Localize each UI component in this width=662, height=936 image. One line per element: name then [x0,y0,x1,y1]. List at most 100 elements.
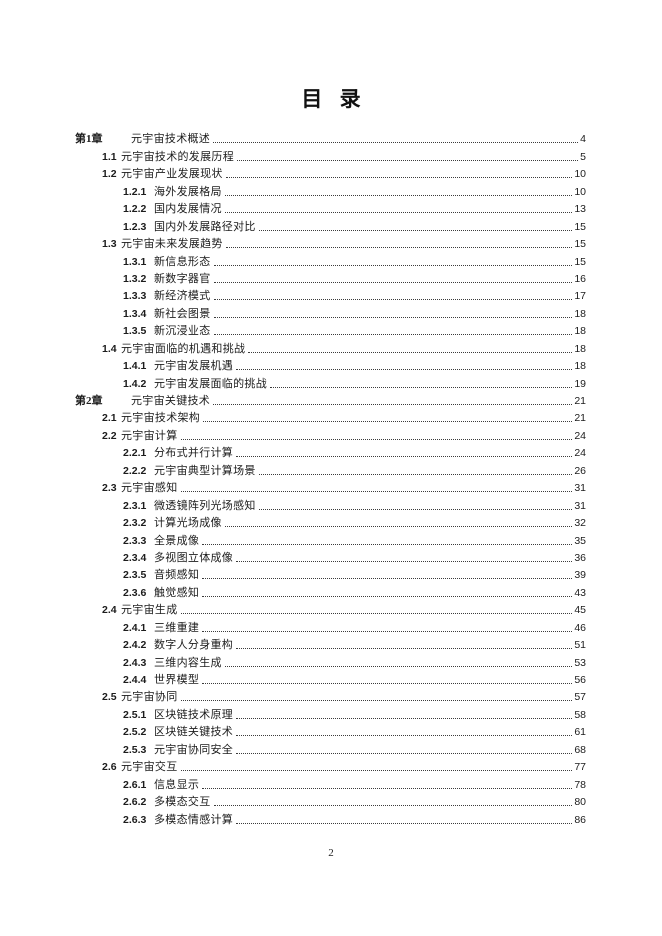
toc-entry-title: 新信息形态 [154,255,211,268]
dot-leader [203,421,573,423]
toc-entry-number: 2.3.3 [123,534,147,547]
toc-row[interactable]: 2.4.4 世界模型 56 [75,670,586,687]
toc-row[interactable]: 2.3.6 触觉感知 43 [75,582,586,599]
dot-leader [180,613,573,615]
dot-leader [237,159,579,161]
toc-row[interactable]: 2.2 元宇宙计算 24 [75,425,586,442]
toc-row[interactable]: 1.1 元宇宙技术的发展历程 5 [75,146,586,163]
toc-row[interactable]: 2.5.1 区块链技术原理 58 [75,704,586,721]
toc-row[interactable]: 2.3.2 计算光场成像 32 [75,513,586,530]
dot-leader [224,212,573,214]
toc-row[interactable]: 2.6.2 多模态交互 80 [75,792,586,809]
dot-leader [258,473,573,475]
toc-entry-title: 元宇宙技术的发展历程 [121,150,234,163]
toc-entry-page: 21 [574,412,586,425]
toc-row[interactable]: 第1章 元宇宙技术概述 4 [75,129,586,146]
toc-entry-title: 三维重建 [154,621,200,634]
toc-row[interactable]: 2.3.4 多视图立体成像 36 [75,548,586,565]
toc-entry-page: 18 [574,360,586,373]
toc-row[interactable]: 2.6.1 信息显示 78 [75,774,586,791]
toc-row[interactable]: 2.3.3 全景成像 35 [75,530,586,547]
toc-row[interactable]: 第2章 元宇宙关键技术 21 [75,391,586,408]
toc-entry-number: 2.6 [102,761,117,774]
toc-entry-title: 信息显示 [154,778,200,791]
toc-entry-number: 2.5.3 [123,743,147,756]
toc-row[interactable]: 2.3.5 音频感知 39 [75,565,586,582]
toc-entry-title: 全景成像 [154,534,200,547]
dot-leader [202,595,573,597]
toc-entry-page: 68 [574,743,586,756]
toc-row[interactable]: 1.2 元宇宙产业发展现状 10 [75,164,586,181]
dot-leader [224,194,573,196]
toc-row[interactable]: 2.2.1 分布式并行计算 24 [75,443,586,460]
toc-entry-page: 15 [574,255,586,268]
toc-row[interactable]: 1.2.2 国内发展情况 13 [75,199,586,216]
toc-entry-page: 13 [574,203,586,216]
toc-entry-page: 31 [574,482,586,495]
toc-row[interactable]: 2.4.1 三维重建 46 [75,617,586,634]
toc-entry-number: 1.3.5 [123,325,147,338]
toc-entry-title: 新数字器官 [154,272,211,285]
toc-row[interactable]: 2.5.2 区块链关键技术 61 [75,722,586,739]
toc-entry-page: 35 [574,534,586,547]
toc-entry-title: 国内发展情况 [154,203,222,216]
toc-row[interactable]: 2.6.3 多模态情感计算 86 [75,809,586,826]
toc-row[interactable]: 2.4 元宇宙生成 45 [75,600,586,617]
toc-row[interactable]: 2.4.2 数字人分身重构 51 [75,635,586,652]
toc-entry-number: 第2章 [75,395,103,407]
dot-leader [202,543,573,545]
toc-entry-page: 24 [574,429,586,442]
toc-entry-title: 多模态情感计算 [154,813,234,826]
toc-list: 第1章 元宇宙技术概述 4 1.1 元宇宙技术的发展历程 5 1.2 元宇宙产业… [75,129,586,827]
dot-leader [213,264,573,266]
toc-entry-number: 1.3.3 [123,290,147,303]
toc-row[interactable]: 1.3.3 新经济模式 17 [75,286,586,303]
toc-row[interactable]: 2.5.3 元宇宙协同安全 68 [75,739,586,756]
toc-row[interactable]: 1.3.2 新数字器官 16 [75,269,586,286]
toc-row[interactable]: 2.6 元宇宙交互 77 [75,757,586,774]
toc-row[interactable]: 1.4 元宇宙面临的机遇和挑战 18 [75,338,586,355]
toc-row[interactable]: 1.3 元宇宙未来发展趋势 15 [75,234,586,251]
toc-entry-page: 53 [574,656,586,669]
toc-row[interactable]: 1.3.5 新沉浸业态 18 [75,321,586,338]
toc-row[interactable]: 1.4.1 元宇宙发展机遇 18 [75,356,586,373]
dot-leader [258,229,573,231]
toc-row[interactable]: 2.2.2 元宇宙典型计算场景 26 [75,460,586,477]
toc-entry-number: 1.4 [102,342,117,355]
dot-leader [224,526,573,528]
dot-leader [180,770,573,772]
toc-entry-title: 元宇宙生成 [121,604,178,617]
toc-row[interactable]: 1.2.3 国内外发展路径对比 15 [75,216,586,233]
toc-entry-page: 18 [574,342,586,355]
toc-row[interactable]: 2.3.1 微透镜阵列光场感知 31 [75,495,586,512]
toc-entry-page: 26 [574,464,586,477]
toc-entry-number: 1.4.1 [123,360,147,373]
toc-row[interactable]: 1.3.1 新信息形态 15 [75,251,586,268]
toc-row[interactable]: 1.4.2 元宇宙发展面临的挑战 19 [75,373,586,390]
toc-entry-title: 元宇宙协同 [121,691,178,704]
toc-row[interactable]: 2.3 元宇宙感知 31 [75,478,586,495]
toc-row[interactable]: 2.5 元宇宙协同 57 [75,687,586,704]
dot-leader [202,787,573,789]
toc-entry-title: 元宇宙技术架构 [121,412,201,425]
toc-entry-number: 2.2.2 [123,464,147,477]
toc-entry-title: 新沉浸业态 [154,325,211,338]
toc-row[interactable]: 1.3.4 新社会图景 18 [75,303,586,320]
toc-entry-title: 数字人分身重构 [154,639,234,652]
toc-entry-title: 多视图立体成像 [154,551,234,564]
toc-entry-title: 新经济模式 [154,290,211,303]
toc-entry-number: 2.4.3 [123,656,147,669]
toc-entry-number: 2.6.2 [123,796,147,809]
toc-entry-title: 计算光场成像 [154,517,222,530]
toc-row[interactable]: 1.2.1 海外发展格局 10 [75,181,586,198]
toc-entry-title: 元宇宙典型计算场景 [154,464,256,477]
toc-entry-number: 2.4.2 [123,639,147,652]
toc-row[interactable]: 2.1 元宇宙技术架构 21 [75,408,586,425]
toc-entry-number: 2.3.4 [123,551,147,564]
toc-entry-title: 微透镜阵列光场感知 [154,499,256,512]
toc-entry-page: 10 [574,185,586,198]
toc-row[interactable]: 2.4.3 三维内容生成 53 [75,652,586,669]
dot-leader [180,438,573,440]
toc-entry-title: 分布式并行计算 [154,447,234,460]
